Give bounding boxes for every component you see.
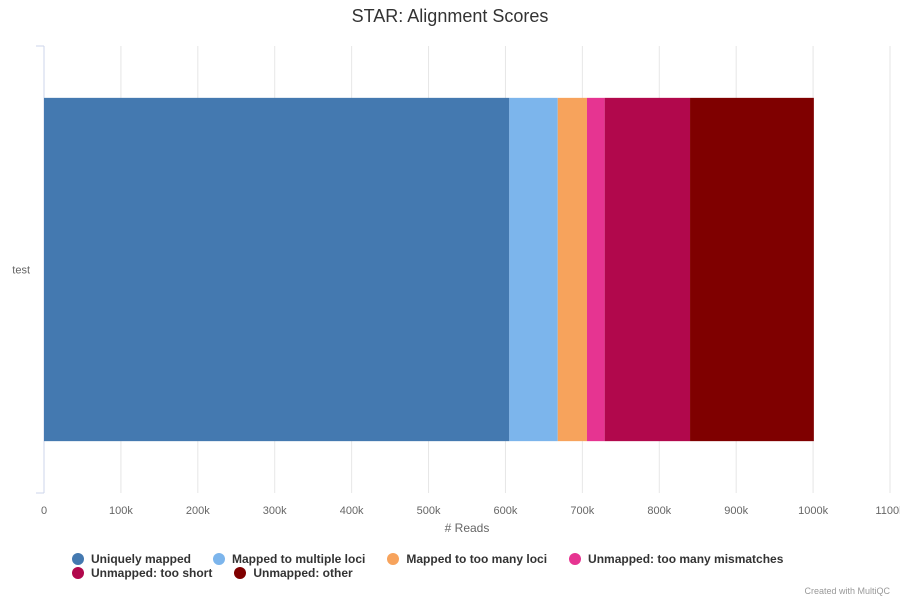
legend-marker [72,553,84,565]
legend-item[interactable]: Mapped to too many loci [387,552,547,566]
legend-item[interactable]: Unmapped: other [234,566,353,580]
legend-item[interactable]: Unmapped: too many mismatches [569,552,783,566]
x-axis-title: # Reads [445,521,490,535]
legend-label: Mapped to too many loci [406,552,548,566]
x-tick-label: 500k [417,505,441,517]
x-tick-label: 700k [570,505,594,517]
x-tick-label: 600k [494,505,518,517]
bar-segment-uniquely-mapped[interactable] [44,97,510,442]
legend-label: Mapped to multiple loci [232,552,366,566]
x-tick-label: 1100k [875,505,900,517]
x-tick-label: 400k [340,505,364,517]
bar-segment-unmapped-other[interactable] [690,97,814,442]
legend-marker [387,553,400,565]
legend-marker [234,567,247,579]
legend-marker [72,567,84,579]
bar-segment-unmapped-too-short[interactable] [604,97,691,442]
x-tick-label: 900k [724,505,748,517]
x-tick-label: 0 [41,505,47,517]
legend-item[interactable]: Unmapped: too short [72,566,212,580]
bar-segment-unmapped-too-many-mismatches[interactable] [586,97,605,442]
legend-label: Unmapped: too short [91,566,213,580]
x-tick-label: 800k [647,505,671,517]
x-tick-label: 300k [263,505,287,517]
x-tick-label: 1000k [798,505,828,517]
x-tick-label: 200k [186,505,210,517]
bar-segment-mapped-to-too-many-loci[interactable] [557,97,587,442]
legend-marker [213,553,226,565]
chart-title: STAR: Alignment Scores [351,6,549,26]
bar-segment-mapped-to-multiple-loci[interactable] [509,97,558,442]
legend-label: Unmapped: other [253,566,353,580]
category-label: test [12,265,30,277]
legend-item[interactable]: Uniquely mapped [72,552,191,566]
legend: Uniquely mapped Mapped to multiple loci Ma… [72,552,862,580]
x-tick-label: 100k [109,505,133,517]
legend-label: Unmapped: too many mismatches [588,552,784,566]
legend-marker [569,553,582,565]
legend-item[interactable]: Mapped to multiple loci [213,552,365,566]
legend-label: Uniquely mapped [91,552,192,566]
credit-text[interactable]: Created with MultiQC [804,586,890,596]
